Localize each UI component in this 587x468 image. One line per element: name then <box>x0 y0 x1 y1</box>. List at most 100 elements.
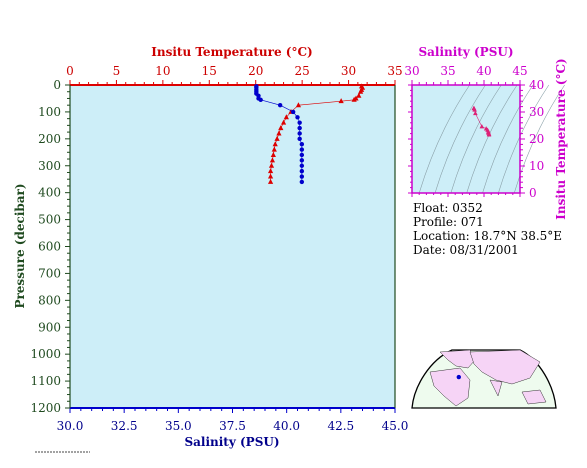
salinity-point <box>299 179 305 185</box>
salinity-point <box>299 152 305 158</box>
ts-point <box>486 132 492 137</box>
float-id: Float: 0352 <box>413 201 483 215</box>
salinity-tick-label: 37.5 <box>219 419 246 433</box>
density-contour <box>418 84 470 194</box>
float-info: Float: 0352 Profile: 071 Location: 18.7°… <box>413 201 562 257</box>
salinity-point <box>258 97 263 103</box>
temperature-point <box>272 141 278 147</box>
temperature-point <box>295 102 302 108</box>
pressure-tick-label: 800 <box>38 293 61 307</box>
salinity-tick-label: 45.0 <box>382 419 409 433</box>
temperature-point <box>283 114 289 120</box>
salinity-point <box>297 136 302 142</box>
temperature-point <box>268 162 275 168</box>
ts-salinity-tick-label: 35 <box>440 64 455 78</box>
temperature-tick-label: 0 <box>66 64 74 78</box>
salinity-point <box>299 158 305 163</box>
temperature-point <box>267 178 274 184</box>
temperature-ticks: 0 5 10 15 20 25 30 35 <box>66 64 403 85</box>
temperature-point <box>351 96 357 102</box>
ts-temperature-tick-label: 10 <box>529 159 544 173</box>
density-contour <box>513 84 565 194</box>
salinity-tick-label: 35.0 <box>165 419 192 433</box>
temperature-point <box>358 88 364 94</box>
location-map <box>411 349 557 409</box>
pressure-tick-label: 700 <box>38 266 61 280</box>
temperature-point <box>267 173 274 179</box>
profile-number: Profile: 071 <box>413 215 484 229</box>
salinity-point <box>299 174 305 179</box>
ts-temperature-ticks: 0 10 20 30 40 <box>408 78 544 200</box>
pressure-tick-label: 200 <box>38 132 61 146</box>
temperature-point <box>338 98 344 104</box>
temperature-point <box>270 151 276 157</box>
pressure-tick-label: 400 <box>38 186 61 200</box>
temperature-point <box>280 119 287 125</box>
salinity-tick-label: 32.5 <box>111 419 138 433</box>
ts-plot-area <box>412 85 520 193</box>
profile-date: Date: 08/31/2001 <box>413 243 519 257</box>
salinity-point <box>299 142 305 147</box>
ts-temperature-tick-label: 20 <box>529 132 544 146</box>
density-contour <box>482 84 534 194</box>
temperature-tick-label: 20 <box>248 64 263 78</box>
ts-salinity-tick-label: 30 <box>404 64 419 78</box>
ts-temperature-title: Insitu Temperature (°C) <box>554 58 568 219</box>
ts-temperature-tick-label: 0 <box>529 186 537 200</box>
temperature-point <box>274 135 280 141</box>
salinity-tick-label: 30.0 <box>57 419 84 433</box>
salinity-point <box>297 120 302 125</box>
salinity-ticks: 30.0 32.5 35.0 37.5 40.0 42.5 45.0 <box>57 408 409 433</box>
salinity-series <box>254 84 305 185</box>
temperature-point <box>356 92 362 98</box>
profile-plot-area <box>70 85 395 408</box>
temperature-tick-label: 15 <box>202 64 217 78</box>
temperature-tick-label: 30 <box>341 64 356 78</box>
map-land-asia <box>469 349 541 385</box>
salinity-point <box>295 115 300 120</box>
salinity-point <box>297 131 302 136</box>
salinity-tick-label: 40.0 <box>273 419 300 433</box>
profile-plot: 0 5 10 15 20 25 30 35 30.0 32.5 35.0 37.5 40.0 42.5 4… <box>13 45 408 449</box>
temperature-point <box>269 157 276 163</box>
density-contour <box>434 84 486 194</box>
ts-salinity-tick-label: 45 <box>512 64 527 78</box>
salinity-point <box>299 147 305 152</box>
pressure-tick-label: 0 <box>53 78 61 92</box>
ts-point <box>473 110 478 116</box>
ts-salinity-tick-label: 40 <box>476 64 491 78</box>
map-land-europe <box>439 349 476 369</box>
map-land-australia <box>521 389 547 405</box>
temperature-axis-title: Insitu Temperature (°C) <box>151 45 312 59</box>
temperature-point <box>271 146 277 152</box>
ts-temperature-tick-label: 40 <box>529 78 544 92</box>
salinity-point <box>297 125 302 131</box>
pressure-tick-label: 1200 <box>30 401 61 415</box>
ts-point <box>472 107 477 112</box>
salinity-tick-label: 42.5 <box>327 419 354 433</box>
temperature-tick-label: 10 <box>155 64 170 78</box>
map-land-india <box>489 379 503 397</box>
pressure-tick-label: 900 <box>38 320 61 334</box>
temperature-point <box>278 125 284 131</box>
pressure-tick-label: 500 <box>38 213 61 227</box>
pressure-tick-label: 1000 <box>30 347 61 361</box>
pressure-axis-title: Pressure (decibar) <box>13 183 27 308</box>
ts-salinity-title: Salinity (PSU) <box>418 45 513 59</box>
temperature-tick-label: 5 <box>113 64 121 78</box>
float-location-marker <box>456 374 461 380</box>
salinity-point <box>299 163 305 168</box>
ts-points <box>471 105 492 137</box>
temperature-series <box>267 83 366 184</box>
temperature-point <box>276 130 282 136</box>
temperature-point <box>267 168 274 174</box>
salinity-point <box>277 102 283 108</box>
pressure-tick-label: 600 <box>38 240 61 254</box>
pressure-ticks: 0 100 200 300 400 500 600 700 800 900 1000 1100 1200 <box>30 78 70 415</box>
pressure-tick-label: 300 <box>38 159 61 173</box>
ts-temperature-tick-label: 30 <box>529 105 544 119</box>
float-location: Location: 18.7°N 38.5°E <box>413 229 562 243</box>
temperature-tick-label: 25 <box>295 64 310 78</box>
